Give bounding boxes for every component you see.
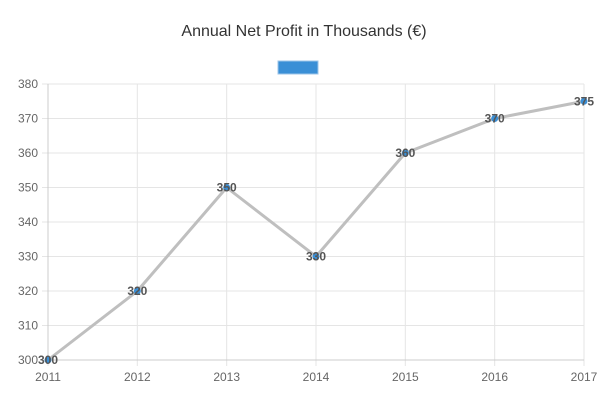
data-point[interactable] — [312, 253, 320, 260]
y-tick-label: 360 — [18, 146, 38, 160]
data-label: 330 — [306, 250, 326, 264]
data-labels: 300 320 350 330 360 370 375 — [38, 94, 594, 367]
data-label: 300 — [38, 353, 58, 367]
y-axis-ticks: 300 310 320 330 340 350 360 370 380 — [18, 77, 38, 367]
data-label: 370 — [485, 112, 505, 126]
y-tick-label: 330 — [18, 250, 38, 264]
x-tick-label: 2013 — [213, 370, 240, 384]
x-tick-label: 2011 — [35, 370, 61, 384]
x-tick-label: 2017 — [571, 370, 598, 384]
y-tick-label: 310 — [18, 319, 38, 333]
y-tick-label: 370 — [18, 112, 38, 126]
y-tick-label: 300 — [18, 353, 38, 367]
x-tick-label: 2014 — [303, 370, 330, 384]
x-axis-ticks: 2011 2012 2013 2014 2015 2016 2017 — [35, 370, 598, 384]
data-point[interactable] — [133, 287, 141, 295]
data-label: 350 — [217, 181, 237, 195]
data-point[interactable] — [580, 97, 588, 105]
data-label: 320 — [127, 284, 147, 298]
data-point[interactable] — [44, 356, 52, 364]
axes — [47, 84, 584, 361]
x-tick-label: 2016 — [481, 370, 508, 384]
y-tick-label: 380 — [18, 77, 38, 91]
y-tick-label: 350 — [18, 181, 38, 195]
data-point[interactable] — [401, 149, 409, 157]
x-tick-label: 2012 — [124, 370, 151, 384]
data-label: 375 — [574, 94, 594, 108]
legend-swatch[interactable] — [277, 60, 319, 75]
y-tick-label: 340 — [18, 215, 38, 229]
data-points — [44, 97, 588, 364]
y-tick-label: 320 — [18, 284, 38, 298]
chart-title: Annual Net Profit in Thousands (€) — [181, 23, 426, 40]
data-point[interactable] — [491, 115, 499, 122]
data-point[interactable] — [223, 184, 231, 191]
data-label: 360 — [395, 146, 415, 160]
grid-lines — [42, 83, 585, 366]
x-tick-label: 2015 — [392, 370, 419, 384]
